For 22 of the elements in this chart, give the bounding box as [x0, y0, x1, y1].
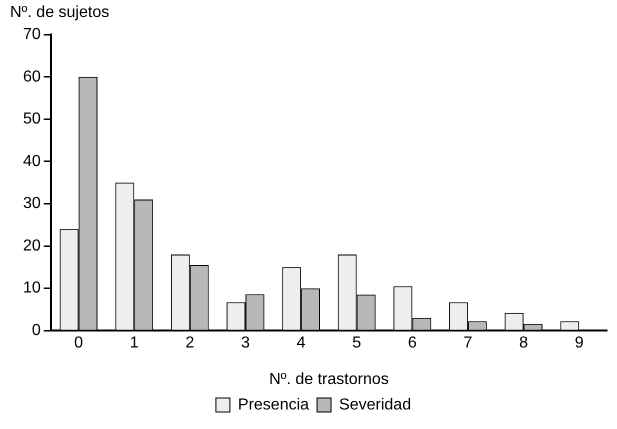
x-tick-label: 7	[463, 334, 472, 352]
y-tick-label: 60	[23, 68, 41, 86]
legend-label: Severidad	[339, 396, 412, 414]
y-tick-label: 0	[32, 322, 41, 340]
y-tick-label: 70	[23, 26, 41, 44]
x-tick-label: 3	[241, 334, 250, 352]
x-tick-label: 0	[74, 334, 84, 352]
x-axis-title: Nº. de trastornos	[269, 370, 389, 388]
y-tick-label: 10	[23, 280, 41, 297]
y-tick-label: 30	[23, 195, 41, 212]
legend-label: Presencia	[238, 396, 310, 414]
y-axis-title: Nº. de sujetos	[10, 4, 110, 22]
x-tick-label: 4	[296, 334, 306, 352]
y-tick-label: 40	[23, 152, 41, 170]
x-tick-label: 5	[352, 334, 362, 352]
x-tick-label: 9	[574, 334, 584, 352]
x-tick-label: 2	[185, 334, 194, 352]
x-tick-label: 8	[519, 334, 528, 352]
y-tick-label: 20	[23, 237, 41, 254]
x-tick-label: 6	[408, 334, 417, 352]
y-tick-label: 50	[23, 110, 41, 128]
x-tick-label: 1	[130, 334, 139, 352]
